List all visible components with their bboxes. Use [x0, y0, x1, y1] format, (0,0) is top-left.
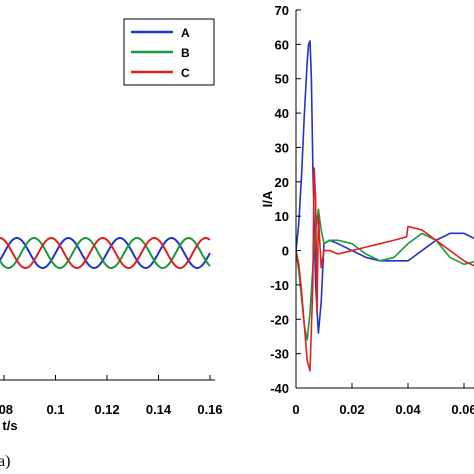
right-series-b-line — [296, 208, 474, 341]
left-x-tick-label: .08 — [0, 402, 13, 417]
left-series-b-line — [0, 237, 211, 269]
left-series-a-line — [0, 236, 211, 270]
legend-label-a: A — [181, 26, 190, 40]
panel-label: a) — [0, 453, 10, 470]
right-y-tick-label: 10 — [275, 209, 289, 224]
legend-label-c: C — [181, 66, 190, 80]
right-y-tick-label: 70 — [275, 3, 289, 18]
left-plot: .08 0.1 0.12 0.14 0.16 t/s A B C a) — [0, 18, 223, 470]
left-x-axis-label: t/s — [2, 418, 17, 433]
right-y-tick-label: 50 — [275, 72, 289, 87]
left-x-tick-label: 0.16 — [197, 402, 222, 417]
left-x-tick-label: 0.14 — [146, 402, 172, 417]
left-x-tick-label: 0.1 — [46, 402, 64, 417]
left-series-group — [0, 236, 211, 270]
right-y-axis-label: I/A — [260, 190, 275, 207]
right-x-tick-label: 0 — [292, 402, 299, 417]
right-plot: 70 60 50 40 30 20 10 0 -10 -20 -30 -40 0 0.02 0.04 0.0… — [260, 3, 474, 417]
right-x-tick-label: 0.04 — [395, 402, 421, 417]
right-y-tick-label: -40 — [270, 381, 289, 396]
right-series-group — [296, 40, 474, 372]
legend: A B C — [123, 18, 215, 86]
right-y-tick-label: -20 — [270, 312, 289, 327]
right-x-tick-label: 0.06 — [451, 402, 474, 417]
right-y-tick-label: 20 — [275, 175, 289, 190]
right-series-a-line — [296, 40, 474, 334]
right-y-tick-label: 30 — [275, 140, 289, 155]
right-y-tick-label: -30 — [270, 347, 289, 362]
right-x-ticks: 0 0.02 0.04 0.06 — [292, 383, 474, 417]
right-y-tick-label: 0 — [282, 244, 289, 259]
right-y-tick-label: 60 — [275, 37, 289, 52]
right-y-tick-label: 40 — [275, 106, 289, 121]
left-x-tick-label: 0.12 — [94, 402, 119, 417]
right-series-c-line — [296, 167, 474, 372]
legend-label-b: B — [181, 46, 190, 60]
right-y-ticks: 70 60 50 40 30 20 10 0 -10 -20 -30 -40 — [270, 3, 301, 396]
right-y-tick-label: -10 — [270, 278, 289, 293]
left-x-ticks: .08 0.1 0.12 0.14 0.16 — [0, 375, 223, 417]
left-series-c-line — [0, 237, 211, 269]
right-x-tick-label: 0.02 — [339, 402, 364, 417]
